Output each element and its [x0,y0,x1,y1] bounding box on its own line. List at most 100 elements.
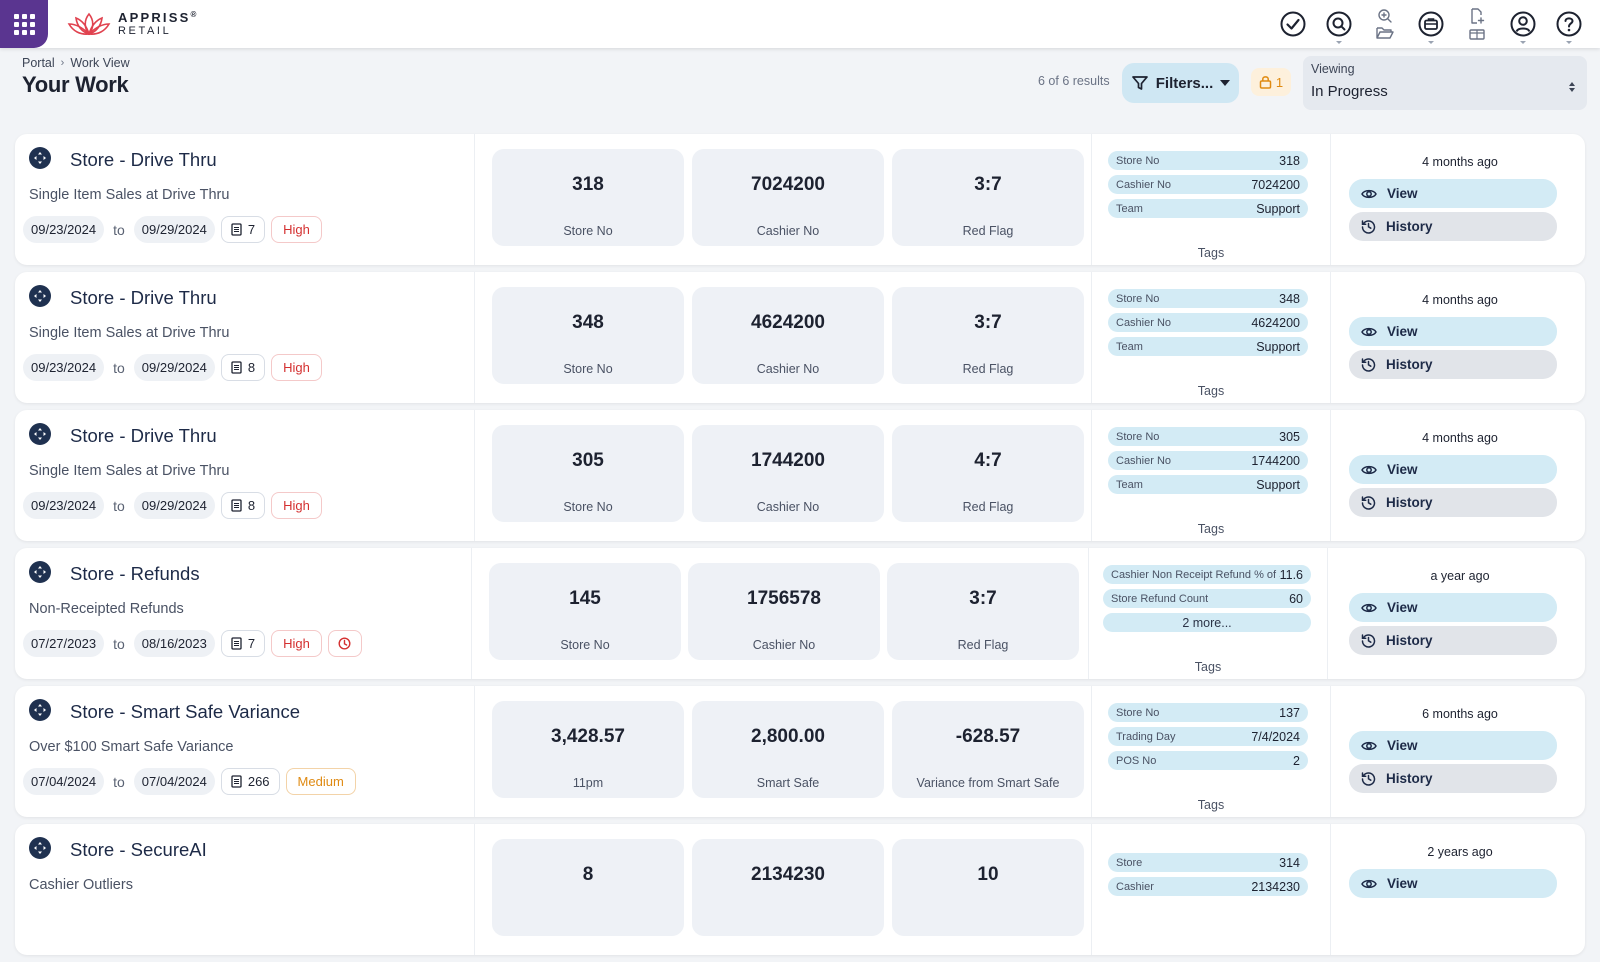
view-button[interactable]: View [1349,455,1557,484]
tags-panel: Store No 137 Trading Day 7/4/2024 POS No 2 … [1091,686,1331,817]
date-to-chip: 08/16/2023 [133,630,215,657]
move-arrows-icon[interactable] [29,423,51,445]
history-icon [1361,772,1376,786]
work-card[interactable]: Store - Drive Thru Single Item Sales at … [15,272,1585,403]
viewing-select[interactable]: Viewing In Progress [1303,56,1587,110]
view-button[interactable]: View [1349,317,1557,346]
eye-icon [1361,603,1377,612]
appriss-retail-logo[interactable]: APPRISS® RETAIL [66,10,196,38]
filters-button[interactable]: Filters... [1122,63,1239,103]
priority-badge: Medium [285,768,356,795]
card-title[interactable]: Store - Drive Thru [70,287,217,308]
add-document-button[interactable] [1454,0,1500,48]
move-arrows-icon[interactable] [29,837,51,859]
history-button[interactable]: History [1349,764,1557,793]
date-from-chip: 09/23/2024 [23,216,105,243]
priority-badge: High [271,216,322,243]
breadcrumb-portal-link[interactable]: Portal [22,56,55,70]
tag-pill: POS No 2 [1108,751,1308,770]
items-count-chip: 7 [220,216,266,243]
eye-icon [1361,327,1377,336]
date-to-separator: to [113,359,125,376]
locked-items-badge[interactable]: 1 [1251,68,1291,96]
tag-key: Store [1116,856,1143,869]
zoom-folder-button[interactable] [1362,0,1408,48]
stat-tile: 2,800.00 Smart Safe [692,701,884,798]
eye-icon [1361,741,1377,750]
tasks-button[interactable] [1270,0,1316,48]
work-card[interactable]: Store - Smart Safe Variance Over $100 Sm… [15,686,1585,817]
tags-label: Tags [1197,246,1225,260]
stat-label: Store No [563,224,613,238]
work-card[interactable]: Store - Drive Thru Single Item Sales at … [15,134,1585,265]
stat-tile: 4624200 Cashier No [692,287,884,384]
tag-key: Store No [1116,292,1160,305]
view-button[interactable]: View [1349,869,1557,898]
card-subtitle: Over $100 Smart Safe Variance [29,739,234,755]
history-button[interactable]: History [1349,488,1557,517]
date-from-chip: 07/27/2023 [23,630,105,657]
tag-pill: Store No 305 [1108,427,1308,446]
tag-value: 137 [1279,705,1300,720]
app-launcher-button[interactable] [0,0,48,48]
tag-pill: Trading Day 7/4/2024 [1108,727,1308,746]
relative-time: 6 months ago [1422,707,1498,721]
stat-value: 318 [572,174,604,195]
work-card[interactable]: Store - SecureAI Cashier Outliers 8 2134… [15,824,1585,955]
card-title[interactable]: Store - Drive Thru [70,149,217,170]
stat-label: 11pm [572,776,604,790]
history-icon [1361,220,1376,234]
stat-label: Store No [563,500,613,514]
priority-badge: High [271,630,322,657]
card-title[interactable]: Store - Drive Thru [70,425,217,446]
folder-open-icon [1376,27,1394,39]
search-menu-button[interactable] [1316,0,1362,48]
history-button[interactable]: History [1349,626,1557,655]
move-arrows-icon[interactable] [29,699,51,721]
stat-tile: 7024200 Cashier No [692,149,884,246]
tag-value: Support [1256,339,1300,354]
tag-pill: Store No 137 [1108,703,1308,722]
help-menu-button[interactable] [1546,0,1592,48]
history-button[interactable]: History [1349,212,1557,241]
date-to-chip: 09/29/2024 [133,354,215,381]
stat-label: Red Flag [957,638,1009,652]
work-card[interactable]: Store - Refunds Non-Receipted Refunds 07… [15,548,1585,679]
items-count-chip: 8 [220,354,266,381]
overdue-badge [327,630,362,657]
move-arrows-icon[interactable] [29,285,51,307]
view-button[interactable]: View [1349,731,1557,760]
stat-value: 4:7 [974,450,1002,471]
tag-value: Support [1256,477,1300,492]
stat-label: Variance from Smart Safe [916,776,1060,790]
card-subtitle: Single Item Sales at Drive Thru [29,463,230,479]
stat-tile: 4:7 Red Flag [892,425,1084,522]
card-title[interactable]: Store - SecureAI [70,839,207,860]
date-to-chip: 07/04/2024 [133,768,215,795]
more-tags-button[interactable]: 2 more... [1103,613,1311,632]
history-button[interactable]: History [1349,350,1557,379]
top-bar: APPRISS® RETAIL [0,0,1600,48]
eye-icon [1361,465,1377,474]
work-card[interactable]: Store - Drive Thru Single Item Sales at … [15,410,1585,541]
card-title[interactable]: Store - Refunds [70,563,200,584]
viewing-value: In Progress [1311,83,1388,100]
history-label: History [1386,357,1433,372]
view-label: View [1387,600,1418,615]
stat-label: Store No [563,362,613,376]
move-arrows-icon[interactable] [29,147,51,169]
view-button[interactable]: View [1349,593,1557,622]
relative-time: 4 months ago [1422,431,1498,445]
clock-icon [338,637,351,650]
tag-key: Store No [1116,154,1160,167]
view-button[interactable]: View [1349,179,1557,208]
tag-value: 7/4/2024 [1251,729,1300,744]
card-subtitle: Single Item Sales at Drive Thru [29,187,230,203]
cases-menu-button[interactable] [1408,0,1454,48]
card-title[interactable]: Store - Smart Safe Variance [70,701,300,722]
stat-tile: 3:7 Red Flag [887,563,1079,660]
profile-menu-button[interactable] [1500,0,1546,48]
stat-tile: 318 Store No [492,149,684,246]
move-arrows-icon[interactable] [29,561,51,583]
stat-tile: 305 Store No [492,425,684,522]
